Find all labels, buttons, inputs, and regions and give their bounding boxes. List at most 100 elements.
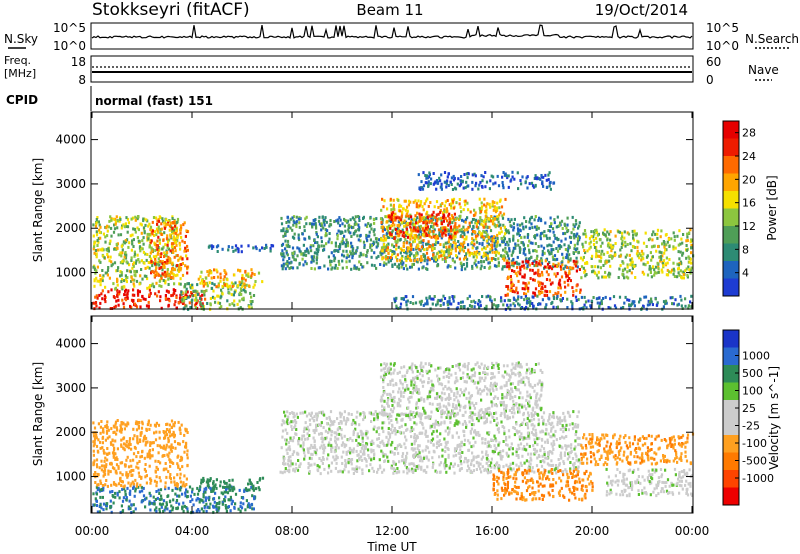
- scatter-cell: [480, 264, 483, 268]
- scatter-cell: [224, 506, 228, 510]
- scatter-cell: [203, 487, 206, 491]
- scatter-cell: [624, 240, 627, 244]
- scatter-cell: [470, 305, 473, 308]
- scatter-cell: [116, 428, 119, 432]
- scatter-cell: [313, 219, 316, 223]
- scatter-cell: [530, 181, 534, 185]
- scatter-cell: [485, 235, 488, 238]
- scatter-cell: [95, 499, 98, 503]
- scatter-cell: [164, 447, 167, 451]
- scatter-cell: [401, 255, 404, 258]
- scatter-cell: [529, 302, 532, 305]
- scatter-cell: [473, 250, 476, 254]
- scatter-cell: [482, 254, 485, 258]
- scatter-cell: [617, 276, 620, 279]
- scatter-cell: [477, 187, 480, 191]
- scatter-cell: [530, 215, 533, 219]
- scatter-cell: [165, 253, 168, 257]
- scatter-cell: [421, 258, 424, 262]
- scatter-cell: [366, 249, 369, 252]
- scatter-cell: [184, 296, 187, 299]
- scatter-cell: [524, 253, 527, 257]
- scatter-cell: [526, 186, 529, 190]
- scatter-cell: [448, 296, 451, 300]
- scatter-cell: [482, 260, 485, 264]
- scatter-cell: [540, 219, 543, 223]
- scatter-cell: [483, 203, 486, 207]
- scatter-cell: [639, 297, 642, 301]
- scatter-cell: [524, 292, 528, 296]
- scatter-cell: [324, 228, 327, 232]
- scatter-cell: [116, 458, 119, 461]
- scatter-cell: [207, 496, 210, 500]
- scatter-cell: [506, 252, 509, 256]
- scatter-cell: [503, 299, 506, 303]
- scatter-cell: [394, 239, 397, 243]
- scatter-cell: [516, 171, 519, 175]
- scatter-cell: [537, 268, 540, 272]
- scatter-cell: [127, 507, 130, 511]
- scatter-cell: [444, 260, 447, 263]
- scatter-cell: [572, 266, 575, 270]
- scatter-cell: [151, 249, 154, 253]
- scatter-cell: [684, 304, 687, 308]
- station-title: Stokkseyri (fitACF): [92, 0, 250, 20]
- scatter-cell: [425, 176, 428, 180]
- freq-label: Freq.: [4, 54, 31, 67]
- scatter-cell: [478, 183, 481, 187]
- scatter-cell: [690, 244, 693, 247]
- scatter-cell: [92, 265, 95, 269]
- scatter-cell: [522, 251, 525, 255]
- scatter-cell: [409, 265, 412, 269]
- scatter-cell: [161, 260, 164, 264]
- scatter-cell: [548, 171, 551, 175]
- scatter-cell: [526, 233, 530, 237]
- scatter-cell: [404, 250, 407, 254]
- scatter-cell: [240, 506, 244, 510]
- scatter-cell: [212, 245, 215, 249]
- scatter-cell: [491, 239, 494, 243]
- scatter-cell: [591, 254, 594, 258]
- scatter-cell: [428, 245, 432, 249]
- scatter-cell: [239, 501, 242, 505]
- scatter-cell: [447, 184, 450, 187]
- scatter-cell: [420, 255, 423, 259]
- scatter-cell: [102, 502, 106, 506]
- scatter-cell: [334, 266, 337, 270]
- scatter-cell: [179, 255, 182, 259]
- scatter-cell: [397, 198, 400, 202]
- scatter-cell: [213, 500, 216, 504]
- scatter-cell: [472, 238, 475, 242]
- scatter-cell: [415, 251, 418, 255]
- scatter-cell: [315, 231, 318, 234]
- scatter-cell: [199, 498, 202, 502]
- scatter-cell: [175, 296, 178, 299]
- scatter-cell: [388, 219, 391, 223]
- scatter-cell: [437, 212, 440, 216]
- scatter-cell: [348, 254, 351, 258]
- scatter-cell: [501, 216, 505, 220]
- scatter-cell: [117, 465, 120, 469]
- scatter-cell: [585, 235, 588, 239]
- scatter-cell: [567, 260, 570, 264]
- scatter-cell: [93, 251, 96, 255]
- scatter-cell: [562, 256, 565, 260]
- scatter-cell: [367, 222, 370, 226]
- scatter-cell: [106, 249, 109, 253]
- scatter-cell: [234, 244, 238, 248]
- scatter-cell: [426, 247, 429, 251]
- scatter-cell: [428, 214, 431, 218]
- scatter-cell: [426, 219, 429, 223]
- scatter-cell: [543, 234, 546, 238]
- scatter-cell: [470, 459, 473, 463]
- scatter-cell: [159, 299, 162, 303]
- scatter-cell: [474, 234, 478, 238]
- scatter-cell: [126, 421, 129, 425]
- scatter-cell: [436, 302, 439, 306]
- scatter-cell: [105, 507, 108, 511]
- scatter-cell: [227, 248, 230, 252]
- scatter-cell: [110, 483, 113, 487]
- scatter-cell: [493, 244, 496, 248]
- scatter-cell: [385, 237, 388, 241]
- scatter-cell: [145, 496, 148, 500]
